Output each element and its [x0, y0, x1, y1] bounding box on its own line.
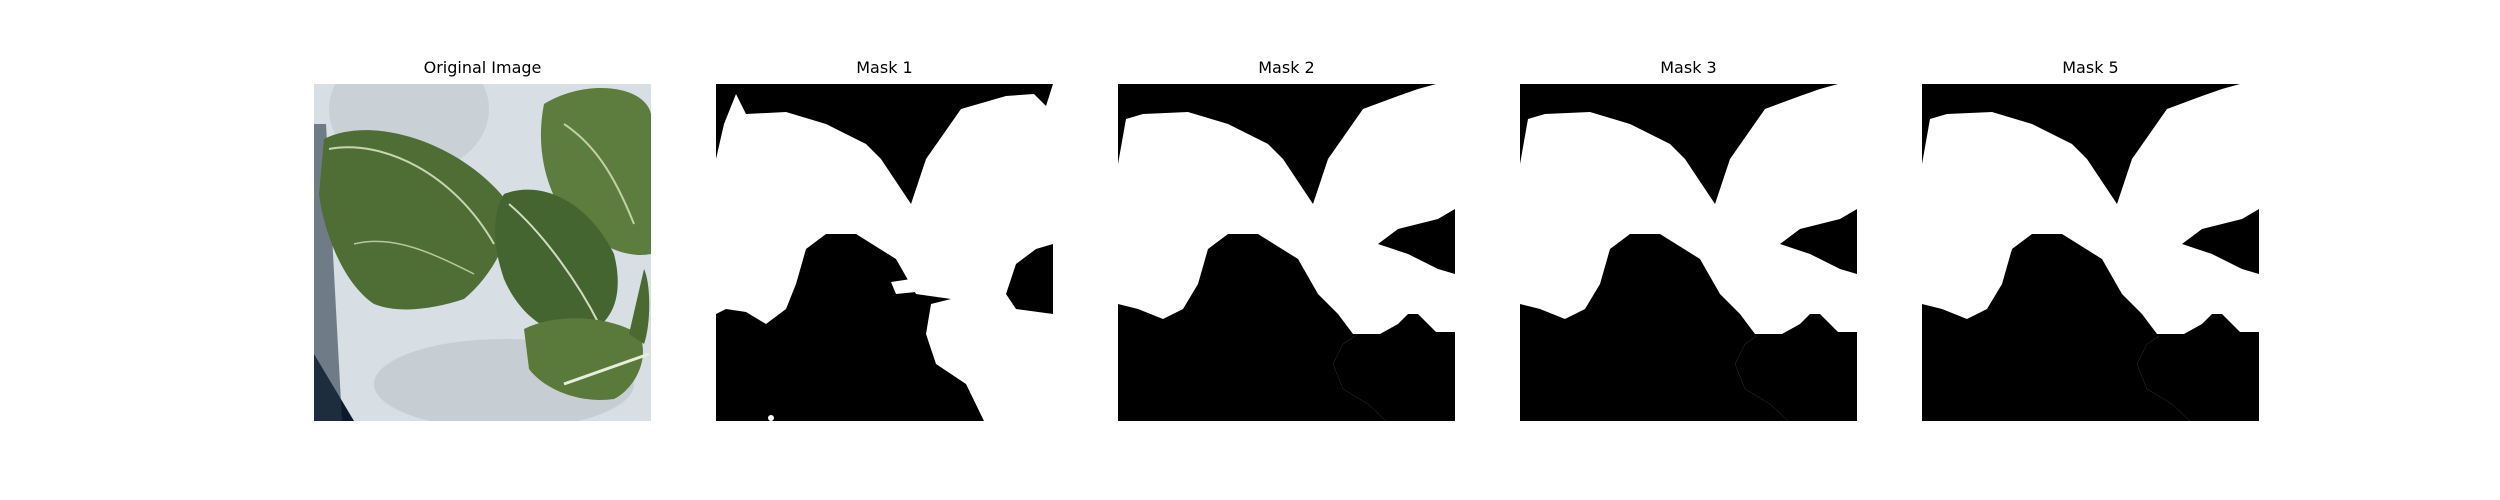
mask-1-image	[716, 84, 1053, 421]
mask-5-image	[1922, 84, 2259, 421]
panel-title: Mask 1	[856, 58, 913, 77]
panel-title: Mask 2	[1258, 58, 1315, 77]
mask-2-image	[1118, 84, 1455, 421]
mask-3-image	[1520, 84, 1857, 421]
original-image	[314, 84, 651, 421]
panel-title: Mask 3	[1660, 58, 1717, 77]
panel-title: Original Image	[423, 58, 542, 77]
panel-title: Mask 5	[2062, 58, 2119, 77]
